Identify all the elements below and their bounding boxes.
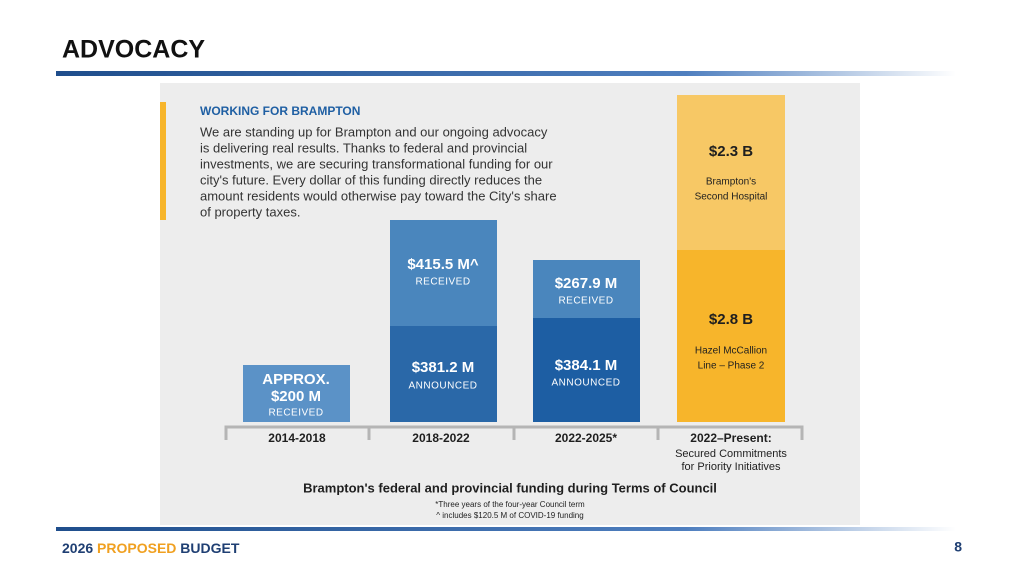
note: RECEIVED [415,277,470,288]
amount: $381.2 M [412,359,475,376]
period: 2018-2022 [412,431,470,445]
amount: APPROX. [262,371,330,388]
footer-rule [56,527,956,531]
bar [533,260,640,318]
slide-title: ADVOCACY [62,36,205,64]
note: Hazel McCallion [695,346,767,357]
accent [160,102,166,220]
bar [533,318,640,422]
footer-title: 2026 PROPOSED BUDGET [62,540,240,556]
baseline [224,425,804,440]
note: ANNOUNCED [409,381,478,392]
bar [390,326,497,422]
para-line: investments, we are securing transformat… [200,156,553,171]
para-line: amount residents would otherwise pay tow… [200,188,557,203]
footer-highlight: PROPOSED [97,540,176,556]
period-subtitle: for Priority Initiatives [681,461,781,473]
note: Line – Phase 2 [698,361,765,372]
footnote: *Three years of the four-year Council te… [435,500,585,509]
amount: $2.8 B [709,311,753,328]
page-number: 8 [954,539,962,555]
bar [243,365,350,422]
period: 2014-2018 [268,431,326,445]
note: Brampton's [706,177,756,188]
note: RECEIVED [558,296,613,307]
bar [677,95,785,250]
footnote: ^ includes $120.5 M of COVID-19 funding [436,511,583,520]
note: Second Hospital [695,192,768,203]
paragraph: We are standing up for Brampton and our … [200,124,557,219]
period: 2022–Present: [690,431,771,445]
caption: Brampton's federal and provincial fundin… [303,480,717,495]
para-line: is delivering real results. Thanks to fe… [200,140,527,155]
para-line: We are standing up for Brampton and our … [200,124,548,139]
period: 2022-2025* [555,431,617,445]
para-line: of property taxes. [200,204,300,219]
amount: $415.5 M^ [407,256,479,273]
bar-labels: APPROX. $200 M RECEIVED $415.5 M^ RECEIV… [262,256,620,419]
panel-heading: WORKING FOR BRAMPTON [200,104,360,118]
para-line: city's future. Every dollar of this fund… [200,172,542,187]
footer-prefix: 2026 [62,540,93,556]
amount: $2.3 B [709,143,753,160]
amount: $384.1 M [555,357,618,374]
title-rule [56,71,956,76]
amount: $267.9 M [555,275,618,292]
amount: $200 M [271,388,321,405]
period-subtitle: Secured Commitments [675,448,787,460]
note: ANNOUNCED [552,378,621,389]
yellow-labels: $2.3 B Brampton's Second Hospital $2.8 B… [695,143,768,372]
note: RECEIVED [268,408,323,419]
bar [677,250,785,422]
bar [390,220,497,326]
periods: 2014-2018 2018-2022 2022-2025* 2022–Pres… [268,431,771,445]
footer-suffix: BUDGET [180,540,240,556]
